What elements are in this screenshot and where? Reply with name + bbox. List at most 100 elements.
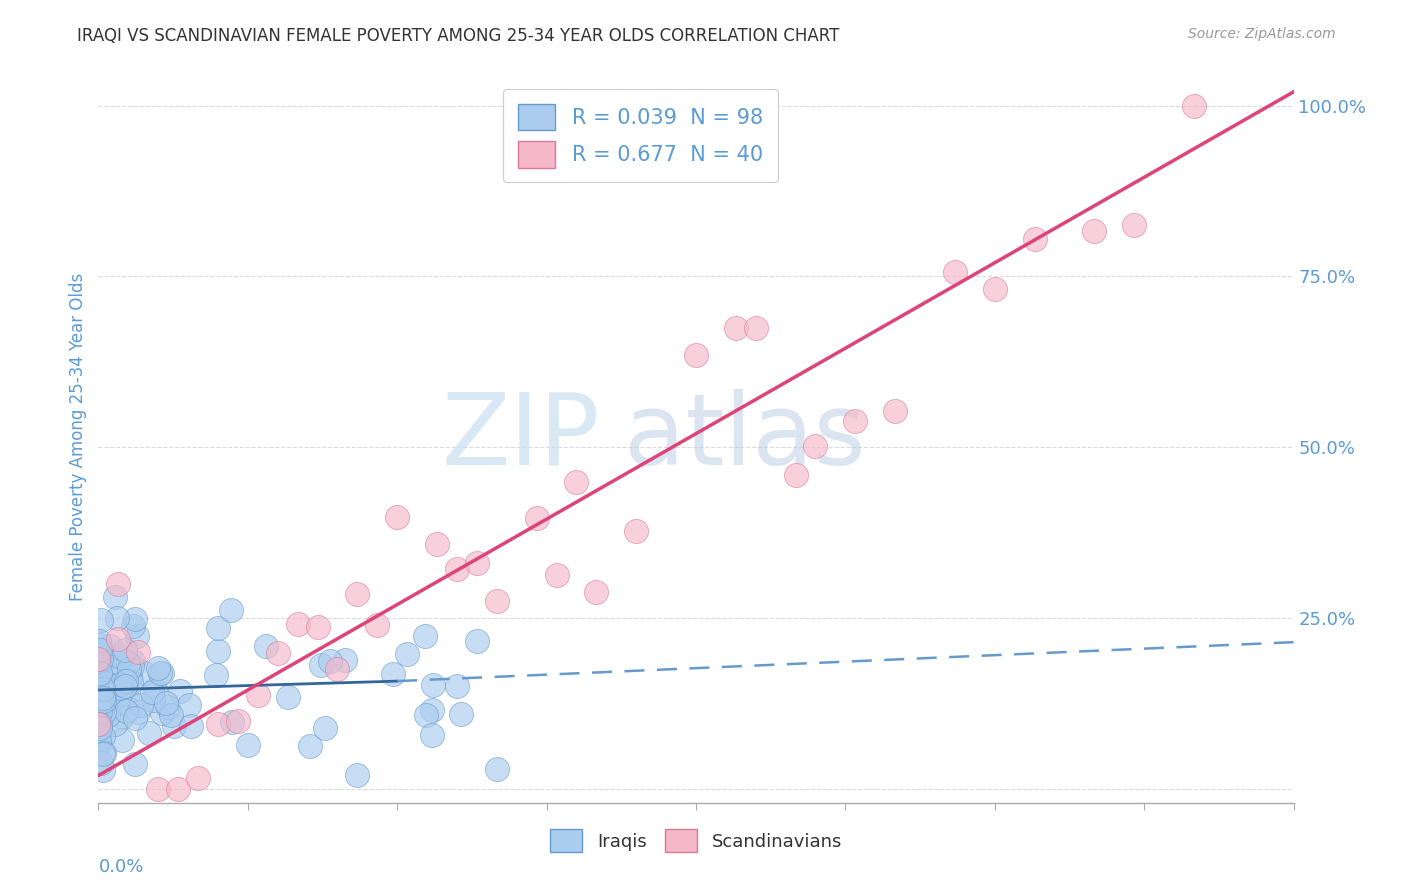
Point [118,670,141,684]
Point [89,642,111,657]
Point [110,650,132,665]
Y-axis label: Female Poverty Among 25-34 Year Olds: Female Poverty Among 25-34 Year Olds [69,273,87,601]
Point [87,734,110,748]
Point [87,652,110,666]
Point [117,656,139,670]
Point [884,404,907,418]
Point [91,729,114,743]
Point [1083,224,1105,238]
Text: Source: ZipAtlas.com: Source: ZipAtlas.com [1188,27,1336,41]
Point [104,590,127,604]
Point [89,704,111,718]
Point [93,690,115,705]
Point [267,646,290,660]
Point [366,617,388,632]
Point [177,698,200,713]
Point [143,681,166,696]
Point [187,771,209,785]
Point [413,629,436,643]
Point [117,701,139,715]
Point [115,673,138,688]
Point [125,629,148,643]
Point [485,594,508,608]
Point [93,705,115,719]
Point [307,620,329,634]
Point [155,696,177,710]
Point [107,577,129,591]
Point [107,632,129,646]
Point [108,677,131,691]
Point [89,654,111,668]
Point [309,657,332,672]
Point [299,739,322,753]
Point [319,654,342,668]
Point [93,694,115,708]
Point [415,707,437,722]
Point [169,684,191,698]
Point [1024,232,1046,246]
Point [346,587,368,601]
Point [89,633,111,648]
Point [91,763,114,777]
Point [134,665,156,680]
Point [105,611,128,625]
Text: atlas: atlas [624,389,866,485]
Point [1123,218,1146,232]
Point [121,659,143,673]
Point [127,706,149,720]
Point [124,611,146,625]
Point [91,656,114,670]
Point [943,265,966,279]
Point [207,716,229,731]
Point [346,768,368,782]
Point [89,638,111,652]
Point [236,738,259,752]
Point [585,584,607,599]
Point [90,652,112,666]
Point [129,698,152,712]
Point [118,662,141,676]
Point [226,714,249,729]
Point [526,510,548,524]
Point [277,690,299,705]
Point [395,648,418,662]
Point [89,716,111,731]
Point [141,684,163,698]
Point [111,710,134,724]
Point [90,685,112,699]
Point [287,616,309,631]
Point [382,667,405,681]
Point [87,738,110,752]
Point [94,676,117,690]
Point [122,619,145,633]
Point [91,665,114,680]
Point [124,711,146,725]
Point [163,719,186,733]
Point [103,717,125,731]
Point [326,662,349,676]
Point [314,721,336,735]
Point [142,693,165,707]
Point [110,733,132,747]
Point [89,666,111,681]
Point [100,697,122,711]
Point [207,621,229,635]
Point [984,281,1007,295]
Point [485,762,508,776]
Point [446,562,468,576]
Point [146,661,169,675]
Point [205,668,228,682]
Point [127,645,149,659]
Point [422,678,444,692]
Point [446,679,468,693]
Point [745,321,768,335]
Point [385,509,409,524]
Legend: Iraqis, Scandinavians: Iraqis, Scandinavians [543,822,849,860]
Point [207,644,229,658]
Point [1182,98,1205,112]
Point [98,640,121,654]
Point [149,666,172,681]
Point [167,782,190,797]
Text: 0.0%: 0.0% [98,858,143,876]
Point [254,639,277,653]
